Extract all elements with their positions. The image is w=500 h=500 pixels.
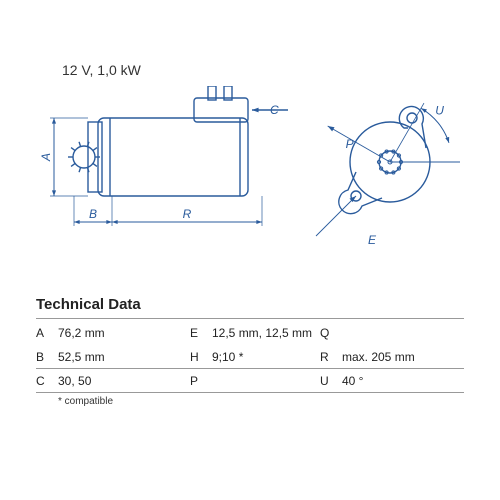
spec-key: Q <box>320 326 342 340</box>
spec-value: max. 205 mm <box>342 350 464 364</box>
spec-key: H <box>190 350 212 364</box>
spec-value: 40 ° <box>342 374 464 388</box>
spec-key: E <box>190 326 212 340</box>
svg-text:E: E <box>368 233 377 247</box>
spec-key: R <box>320 350 342 364</box>
spec-value: 52,5 mm <box>58 350 190 364</box>
spec-value: 30, 50 <box>58 374 190 388</box>
svg-text:B: B <box>89 207 97 221</box>
svg-text:C: C <box>270 103 279 117</box>
technical-diagram: CABRUHPE <box>40 86 460 276</box>
spec-key: U <box>320 374 342 388</box>
svg-text:R: R <box>183 207 192 221</box>
spec-key: C <box>36 374 58 388</box>
divider <box>36 318 464 319</box>
svg-text:U: U <box>435 103 444 117</box>
header-spec-label: 12 V, 1,0 kW <box>62 62 141 78</box>
spec-key: P <box>190 374 212 388</box>
spec-value: 9;10 * <box>212 350 320 364</box>
table-row: A 76,2 mm E 12,5 mm, 12,5 mm Q <box>36 321 464 345</box>
table-row: B 52,5 mm H 9;10 * R max. 205 mm <box>36 345 464 369</box>
footnote: * compatible <box>58 396 113 407</box>
svg-text:A: A <box>40 153 53 162</box>
spec-value: 76,2 mm <box>58 326 190 340</box>
spec-value: 12,5 mm, 12,5 mm <box>212 326 320 340</box>
spec-key: A <box>36 326 58 340</box>
spec-key: B <box>36 350 58 364</box>
section-title: Technical Data <box>36 296 141 313</box>
table-row: C 30, 50 P U 40 ° <box>36 369 464 393</box>
spec-table: A 76,2 mm E 12,5 mm, 12,5 mm Q B 52,5 mm… <box>36 321 464 393</box>
svg-text:P: P <box>346 137 354 151</box>
